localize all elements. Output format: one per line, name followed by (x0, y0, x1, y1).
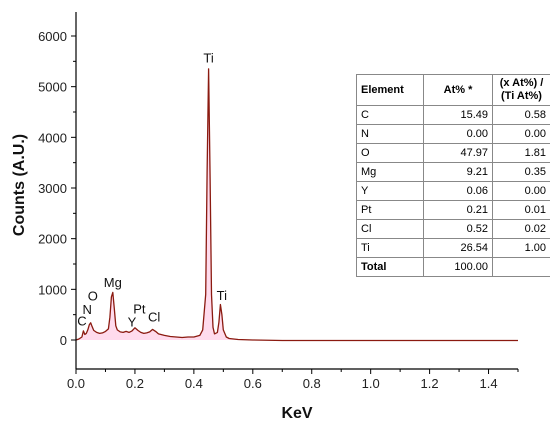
composition-table: Element At% * (x At%) / (Ti At%) C 15.49 0… (356, 74, 550, 277)
table-row: O 47.97 1.81 (356, 143, 550, 163)
axes: 0 1000 2000 3000 4000 5000 6000 0.0 0.2 0.4 0.6 0.8… (38, 12, 519, 391)
header-ratio-line1: (x At%) / (499, 77, 544, 89)
header-at-percent: At% * (423, 74, 493, 106)
cell-at-percent: 0.21 (423, 200, 493, 220)
cell-ratio: 1.81 (492, 143, 550, 163)
x-tick-label: 0.0 (67, 376, 85, 391)
peak-label: Ti (203, 50, 213, 65)
cell-element: N (356, 124, 424, 144)
cell-at-percent: 0.52 (423, 219, 493, 239)
cell-at-percent: 15.49 (423, 105, 493, 125)
cell-ratio (492, 257, 550, 277)
y-tick-label: 0 (60, 333, 67, 348)
cell-element: C (356, 105, 424, 125)
header-ratio: (x At%) / (Ti At%) (492, 74, 550, 106)
peak-label: Mg (104, 275, 122, 290)
cell-at-percent: 0.06 (423, 181, 493, 201)
cell-element: Cl (356, 219, 424, 239)
header-ratio-line2: (Ti At%) (501, 90, 542, 102)
peak-label: O (88, 288, 98, 303)
table-row: N 0.00 0.00 (356, 124, 550, 144)
y-tick-label: 2000 (38, 232, 67, 247)
table-row: C 15.49 0.58 (356, 105, 550, 125)
cell-at-percent: 9.21 (423, 162, 493, 182)
x-axis-title: KeV (281, 405, 312, 422)
y-tick-label: 4000 (38, 130, 67, 145)
peak-label: Ti (217, 288, 227, 303)
cell-element: Pt (356, 200, 424, 220)
cell-ratio: 0.02 (492, 219, 550, 239)
cell-at-percent: 47.97 (423, 143, 493, 163)
y-tick-label: 5000 (38, 80, 67, 95)
cell-element: Mg (356, 162, 424, 182)
y-axis-title: Counts (A.U.) (11, 134, 28, 236)
cell-ratio: 0.35 (492, 162, 550, 182)
x-tick-label: 0.6 (244, 376, 262, 391)
table-body: C 15.49 0.58 N 0.00 0.00 O 47.97 1.81 Mg 9.21 0.35 Y… (356, 105, 550, 277)
x-tick-label: 0.4 (185, 376, 203, 391)
x-tick-label: 0.8 (303, 376, 321, 391)
peak-label: C (77, 313, 86, 328)
table-total-row: Total 100.00 (356, 257, 550, 277)
cell-element: Total (356, 257, 424, 277)
table-row: Mg 9.21 0.35 (356, 162, 550, 182)
y-tick-label: 3000 (38, 181, 67, 196)
y-tick-label: 1000 (38, 282, 67, 297)
cell-ratio: 0.58 (492, 105, 550, 125)
cell-ratio: 0.00 (492, 124, 550, 144)
x-tick-label: 1.2 (421, 376, 439, 391)
y-tick-label: 6000 (38, 29, 67, 44)
table-header-row: Element At% * (x At%) / (Ti At%) (356, 74, 550, 106)
cell-element: Ti (356, 238, 424, 258)
peak-label: Cl (148, 309, 160, 324)
table-row: Pt 0.21 0.01 (356, 200, 550, 220)
cell-at-percent: 100.00 (423, 257, 493, 277)
peak-label: N (83, 302, 92, 317)
spectrum-line (75, 68, 518, 342)
cell-ratio: 1.00 (492, 238, 550, 258)
cell-element: O (356, 143, 424, 163)
x-tick-label: 0.2 (126, 376, 144, 391)
x-tick-label: 1.0 (362, 376, 380, 391)
x-tick-label: 1.4 (479, 376, 497, 391)
table-row: Y 0.06 0.00 (356, 181, 550, 201)
header-element: Element (356, 74, 424, 106)
peak-label: Pt (133, 302, 146, 317)
peak-label: Y (128, 314, 137, 329)
cell-ratio: 0.00 (492, 181, 550, 201)
cell-at-percent: 26.54 (423, 238, 493, 258)
table-row: Cl 0.52 0.02 (356, 219, 550, 239)
cell-ratio: 0.01 (492, 200, 550, 220)
cell-element: Y (356, 181, 424, 201)
table-row: Ti 26.54 1.00 (356, 238, 550, 258)
cell-at-percent: 0.00 (423, 124, 493, 144)
